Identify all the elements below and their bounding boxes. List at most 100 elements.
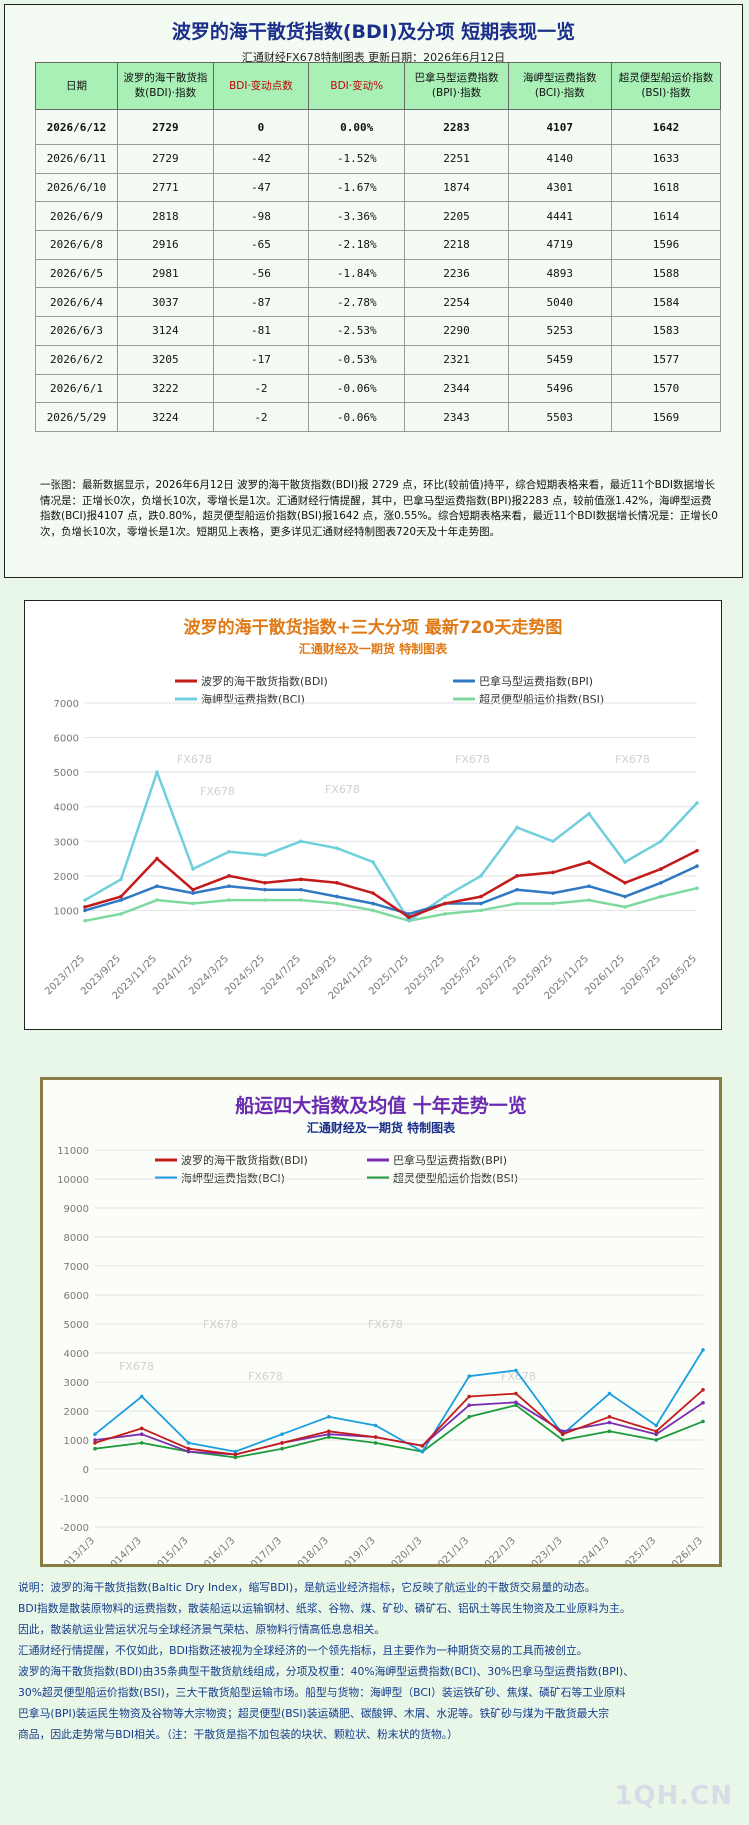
table-cell: -2.18%: [308, 230, 406, 260]
data-point: [623, 860, 627, 864]
data-point: [443, 912, 447, 916]
table-cell: -2: [212, 373, 310, 404]
series-line: [94, 1389, 704, 1456]
data-point: [407, 919, 411, 923]
chart-subtitle: 汇通财经及一期货 特制图表: [299, 641, 448, 656]
table-cell: 2321: [404, 344, 509, 375]
data-point: [155, 884, 159, 889]
footer-notes: 说明：波罗的海干散货指数(Baltic Dry Index，缩写BDI)，是航运…: [18, 1577, 743, 1745]
data-point: [587, 860, 591, 864]
data-point: [83, 908, 87, 913]
x-tick-label: 2020/1/3: [385, 1535, 425, 1564]
table-cell: 2290: [404, 316, 509, 346]
data-point: [607, 1420, 612, 1425]
data-point: [514, 1403, 518, 1407]
data-point: [280, 1446, 284, 1451]
table-cell: 2729: [117, 144, 214, 174]
data-point: [327, 1429, 331, 1434]
table-cell: 5040: [507, 287, 612, 318]
table-row: 2026/6/1 3222 -2 -0.06% 2344 5496 1570: [35, 373, 722, 404]
table-cell: 2026/6/9: [35, 201, 118, 232]
footer-line: BDI指数是散装原物料的运费指数，散装船运以运输钢材、纸浆、谷物、煤、矿砂、磷矿…: [18, 1602, 631, 1615]
x-tick-label: 2021/1/3: [432, 1535, 472, 1564]
data-point: [93, 1432, 97, 1436]
data-point: [83, 898, 87, 902]
legend-label: 波罗的海干散货指数(BDI): [181, 1153, 308, 1167]
x-tick-label: 2026/1/3: [666, 1535, 706, 1564]
table-row: 2026/5/29 3224 -2 -0.06% 2343 5503 1569: [35, 402, 722, 432]
table-cell: 2218: [404, 230, 509, 260]
table-row: 2026/6/12 2729 0 0.00% 2283 4107 1642: [35, 109, 722, 145]
table-cell: 3222: [117, 373, 214, 404]
data-point: [695, 848, 699, 853]
data-point: [420, 1444, 425, 1448]
y-tick-label: 2000: [54, 872, 79, 883]
data-point: [479, 874, 483, 878]
table-cell: -1.84%: [308, 258, 406, 289]
table-cell: 4441: [507, 201, 612, 232]
y-tick-label: -1000: [60, 1494, 89, 1505]
y-tick-label: 7000: [54, 699, 79, 710]
col-bpi: 巴拿马型运费指数(BPI)·指数: [404, 62, 509, 110]
y-tick-label: 5000: [54, 768, 79, 779]
data-point: [467, 1394, 471, 1399]
data-point: [654, 1423, 659, 1428]
table-cell: -2: [212, 402, 310, 432]
data-point: [587, 811, 591, 816]
data-point: [139, 1432, 144, 1436]
series-line: [84, 849, 698, 919]
table-cell: -0.06%: [308, 402, 406, 432]
legend-label: 波罗的海干散货指数(BDI): [201, 674, 328, 688]
data-point: [515, 901, 519, 906]
table-cell: 1583: [610, 316, 722, 346]
data-point: [93, 1438, 97, 1442]
data-point: [299, 839, 303, 844]
table-cell: 1874: [404, 172, 509, 203]
table-cell: 1618: [610, 172, 722, 203]
watermark: FX678: [325, 783, 360, 796]
table-cell: 2344: [404, 373, 509, 404]
y-tick-label: 6000: [54, 734, 79, 745]
data-point: [407, 912, 411, 916]
watermark: FX678: [203, 1318, 238, 1331]
data-point: [227, 898, 231, 902]
data-point: [695, 886, 699, 891]
series-line: [84, 886, 698, 923]
table-row: 2026/6/5 2981 -56 -1.84% 2236 4893 1588: [35, 258, 722, 289]
data-point: [551, 901, 555, 906]
data-point: [654, 1432, 659, 1436]
data-point: [191, 891, 195, 895]
x-tick-label: 2015/1/3: [151, 1535, 191, 1564]
table-cell: -47: [212, 172, 310, 203]
table-cell: -42: [212, 144, 310, 174]
data-point: [327, 1435, 331, 1439]
table-cell: -17: [212, 344, 310, 375]
data-point: [93, 1441, 97, 1445]
page-subtitle: 汇通财经FX678特制图表 更新日期：2026年6月12日: [241, 51, 506, 64]
table-cell: 2026/6/4: [35, 287, 118, 318]
table-cell: 1570: [610, 373, 722, 404]
col-bsi: 超灵便型船运价指数(BSI)·指数: [610, 62, 722, 110]
table-cell: 2026/6/10: [35, 172, 118, 203]
table-header-row: 日期 波罗的海干散货指数(BDI)·指数 BDI·变动点数 BDI·变动% 巴拿…: [35, 62, 722, 110]
data-point: [623, 894, 627, 899]
data-point: [119, 898, 123, 902]
table-cell: 2818: [117, 201, 214, 232]
data-point: [607, 1429, 612, 1434]
data-point: [299, 877, 303, 882]
data-point: [263, 887, 267, 892]
watermark: FX678: [501, 1370, 536, 1383]
data-point: [659, 867, 663, 871]
data-point: [233, 1452, 238, 1457]
table-cell: -65: [212, 230, 310, 260]
y-tick-label: 10000: [57, 1175, 89, 1186]
y-tick-label: 9000: [64, 1204, 89, 1215]
table-cell: 2205: [404, 201, 509, 232]
col-bci: 海岬型运费指数(BCI)·指数: [507, 62, 612, 110]
x-tick-label: 2013/1/3: [58, 1535, 98, 1564]
summary-note: 一张图：最新数据显示，2026年6月12日 波罗的海干散货指数(BDI)报 27…: [40, 479, 718, 538]
x-tick-label: 2016/1/3: [198, 1535, 238, 1564]
y-tick-label: 0: [83, 1465, 89, 1476]
chart-subtitle: 汇通财经及一期货 特制图表: [307, 1120, 456, 1135]
